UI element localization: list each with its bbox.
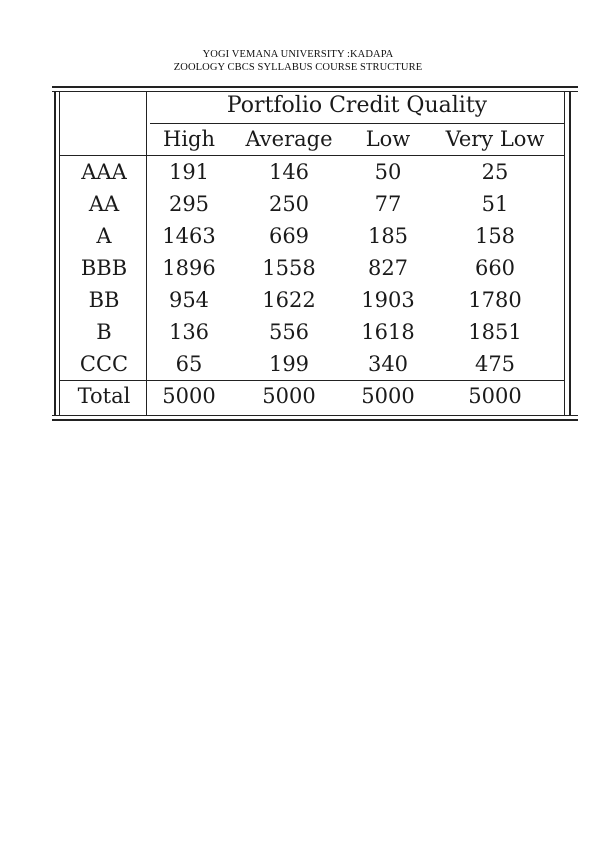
table-cell: 136 (168, 320, 210, 344)
table-cell: 77 (374, 192, 402, 216)
table-cell: 1463 (162, 224, 216, 248)
table-cell: 158 (474, 224, 516, 248)
table-cell: 1558 (262, 256, 316, 280)
credit-quality-table: Portfolio Credit Quality High Average Low V… (52, 82, 578, 426)
document-header: YOGI VEMANA UNIVERSITY :KADAPA ZOOLOGY C… (0, 48, 596, 74)
row-label: B (96, 320, 112, 344)
table-cell: 250 (268, 192, 310, 216)
rule-column-header (59, 155, 564, 156)
rule-total (59, 380, 564, 381)
table-cell: 1896 (162, 256, 216, 280)
total-cell: 5000 (468, 384, 522, 408)
table-cell: 185 (367, 224, 409, 248)
row-label: AA (88, 192, 120, 216)
frame-top-outer (52, 86, 578, 88)
table-cell: 146 (268, 160, 310, 184)
row-label: AAA (81, 160, 127, 184)
table-cell: 340 (367, 352, 409, 376)
table-cell: 50 (374, 160, 402, 184)
column-header: High (163, 127, 215, 151)
table-cell: 556 (268, 320, 310, 344)
table-cell: 191 (168, 160, 210, 184)
row-label: BB (88, 288, 120, 312)
header-university: YOGI VEMANA UNIVERSITY :KADAPA (202, 49, 394, 60)
frame-left-outer (54, 91, 56, 416)
total-cell: 5000 (361, 384, 415, 408)
column-header: Very Low (445, 127, 545, 151)
frame-top-inner (52, 91, 578, 92)
row-label: A (96, 224, 112, 248)
table-cell: 1780 (468, 288, 522, 312)
row-label: CCC (79, 352, 129, 376)
header-course: ZOOLOGY CBCS SYLLABUS COURSE STRUCTURE (173, 62, 423, 73)
table-cell: 25 (481, 160, 509, 184)
frame-bottom-inner (52, 415, 578, 416)
frame-right-inner (564, 91, 565, 416)
row-label: BBB (80, 256, 128, 280)
table-cell: 475 (474, 352, 516, 376)
table-cell: 669 (268, 224, 310, 248)
table-cell: 827 (367, 256, 409, 280)
table-cell: 65 (175, 352, 203, 376)
table-cell: 1618 (361, 320, 415, 344)
total-label: Total (77, 384, 131, 408)
group-header: Portfolio Credit Quality (226, 93, 488, 118)
rule-label-column (146, 91, 147, 416)
frame-left-inner (59, 91, 60, 416)
table-cell: 660 (474, 256, 516, 280)
rule-group-header (150, 123, 564, 124)
table-cell: 199 (268, 352, 310, 376)
frame-right-outer (569, 91, 571, 416)
table-cell: 295 (168, 192, 210, 216)
frame-bottom-outer (52, 419, 578, 421)
total-cell: 5000 (262, 384, 316, 408)
table-cell: 1622 (262, 288, 316, 312)
table-cell: 1903 (361, 288, 415, 312)
table-cell: 1851 (468, 320, 522, 344)
column-header: Average (245, 127, 333, 151)
table-cell: 954 (168, 288, 210, 312)
table-cell: 51 (481, 192, 509, 216)
total-cell: 5000 (162, 384, 216, 408)
column-header: Low (365, 127, 411, 151)
